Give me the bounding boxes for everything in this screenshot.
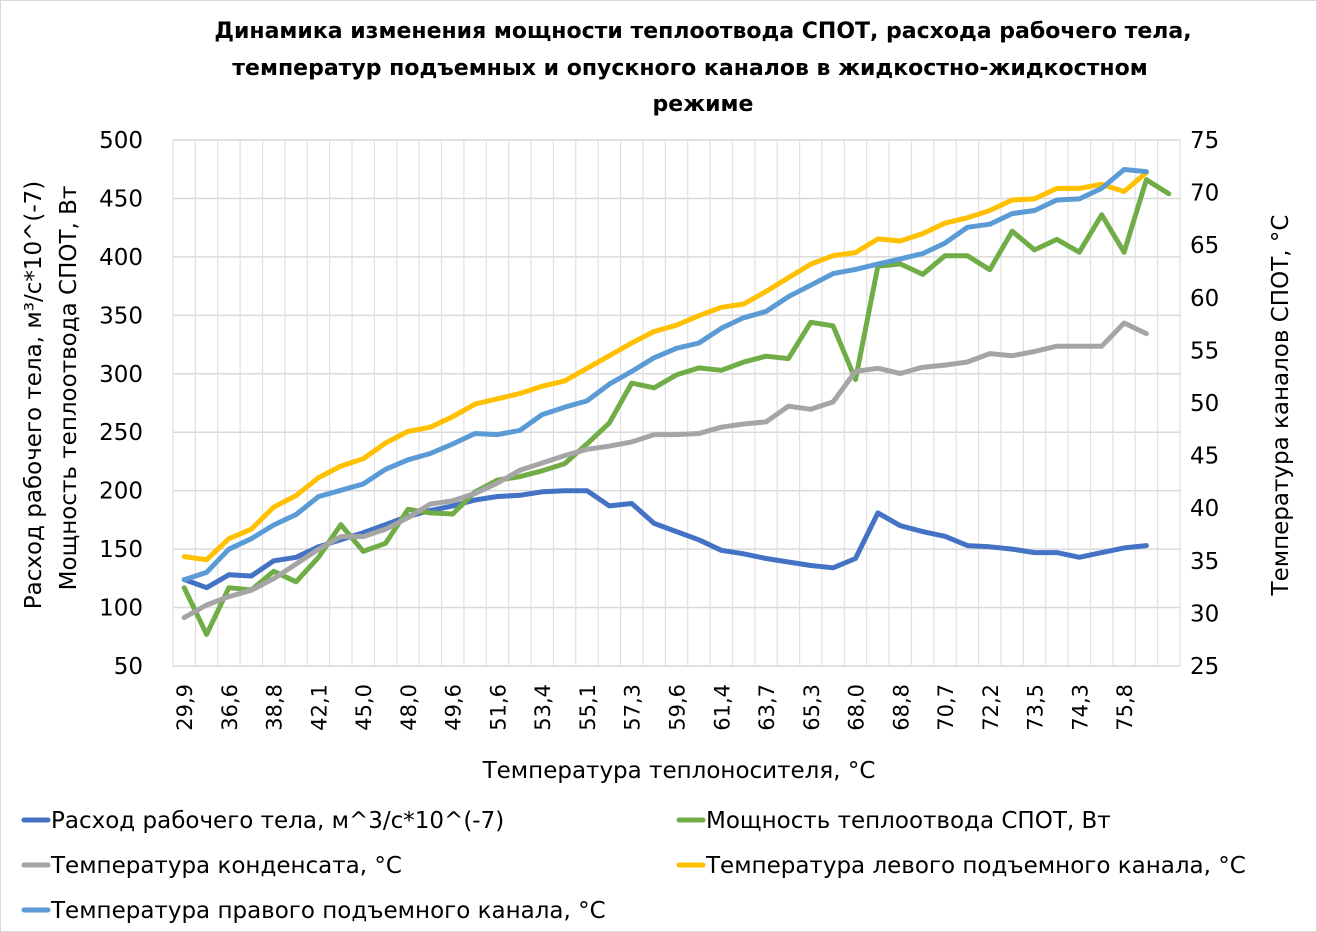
y2-tick-label: 70 — [1190, 181, 1219, 207]
y-tick-label: 200 — [99, 479, 143, 505]
y-tick-label: 500 — [99, 128, 143, 154]
chart-title-line-3: режиме — [653, 92, 754, 117]
x-tick-label: 55,1 — [576, 684, 600, 731]
y2-axis-title: Температура каналов СПОТ, °C — [1268, 215, 1294, 597]
series-line-2 — [181, 177, 1172, 637]
x-tick-label: 48,0 — [397, 684, 421, 731]
x-tick-label: 36,6 — [218, 684, 242, 731]
x-tick-label: 59,6 — [666, 684, 690, 731]
y2-tick-label: 30 — [1190, 601, 1219, 627]
x-tick-label: 49,6 — [442, 684, 466, 731]
series-line-5 — [181, 167, 1149, 583]
y2-tick-label: 50 — [1190, 391, 1219, 417]
x-tick-label: 29,9 — [173, 684, 197, 731]
legend-label-2: Мощность теплоотвода СПОТ, Вт — [706, 808, 1111, 834]
y2-tick-label: 75 — [1190, 128, 1219, 154]
y2-tick-label: 45 — [1190, 444, 1219, 470]
y-tick-label: 450 — [99, 186, 143, 212]
legend-label-4: Температура левого подъемного канала, °C — [705, 853, 1246, 879]
y2-tick-label: 40 — [1190, 496, 1219, 522]
x-tick-label: 68,0 — [845, 684, 869, 731]
x-tick-label: 45,0 — [352, 684, 376, 731]
x-tick-label: 57,3 — [621, 684, 645, 731]
x-tick-label: 42,1 — [307, 684, 331, 731]
y-tick-label: 300 — [99, 362, 143, 388]
y2-tick-label: 65 — [1190, 233, 1219, 259]
series-lines — [181, 167, 1172, 637]
tick-labels: 500 450 400 350 300 250 200 150 100 50 75 70 65 60 55 5… — [99, 128, 1219, 731]
y-tick-label: 350 — [99, 303, 143, 329]
x-tick-label: 75,8 — [1113, 684, 1137, 731]
x-tick-label: 65,3 — [800, 684, 824, 731]
y2-tick-label: 35 — [1190, 549, 1219, 575]
y2-tick-label: 25 — [1190, 654, 1219, 680]
x-tick-label: 73,5 — [1024, 684, 1048, 731]
y-tick-label: 100 — [99, 596, 143, 622]
y-tick-label: 250 — [99, 420, 143, 446]
x-axis-title: Температура теплоносителя, °C — [482, 758, 876, 784]
y-tick-label: 150 — [99, 537, 143, 563]
x-tick-label: 53,4 — [531, 684, 555, 731]
x-tick-label: 63,7 — [755, 684, 779, 731]
series-line-4 — [181, 170, 1149, 563]
chart-title-line-2: температур подъемных и опускного каналов… — [232, 56, 1147, 81]
x-tick-label: 74,3 — [1068, 684, 1092, 731]
legend-label-1: Расход рабочего тела, м^3/с*10^(-7) — [51, 808, 504, 834]
chart-title-line-1: Динамика изменения мощности теплоотвода … — [214, 19, 1191, 44]
legend-label-5: Температура правого подъемного канала, °… — [50, 898, 606, 924]
y2-tick-label: 55 — [1190, 338, 1219, 364]
x-tick-label: 68,8 — [889, 684, 913, 731]
x-tick-label: 61,4 — [710, 684, 734, 731]
x-tick-label: 51,6 — [486, 684, 510, 731]
y-tick-label: 400 — [99, 245, 143, 271]
y-axis-title-line-1: Расход рабочего тела, м³/с*10^(-7) — [21, 181, 47, 610]
legend: Расход рабочего тела, м^3/с*10^(-7) Мощно… — [21, 808, 1246, 924]
y-axis-title-line-2: Мощность теплоотвода СПОТ, Вт — [56, 186, 82, 591]
x-tick-label: 38,8 — [263, 684, 287, 731]
y2-tick-label: 60 — [1190, 286, 1219, 312]
legend-label-3: Температура конденсата, °C — [50, 853, 402, 879]
series-line-3 — [181, 320, 1149, 621]
gridlines — [172, 139, 1181, 667]
x-tick-label: 72,2 — [979, 684, 1003, 731]
y-tick-label: 50 — [114, 654, 143, 680]
x-tick-label: 70,7 — [934, 684, 958, 731]
